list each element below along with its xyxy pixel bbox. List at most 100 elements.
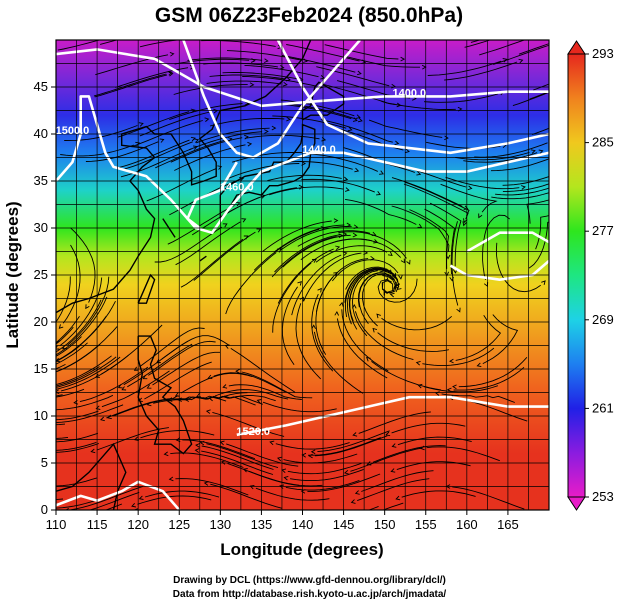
streamline-arrow bbox=[263, 58, 269, 63]
streamline bbox=[301, 178, 375, 193]
height-contour bbox=[276, 40, 549, 155]
streamline bbox=[226, 50, 302, 61]
y-tick-label: 30 bbox=[34, 220, 48, 235]
colorbar-tick-label: 261 bbox=[592, 400, 614, 415]
streamline bbox=[214, 389, 289, 400]
streamline-arrow bbox=[317, 287, 322, 293]
streamline-arrow bbox=[541, 280, 546, 286]
streamline-arrow bbox=[19, 436, 23, 440]
streamline-arrow bbox=[416, 171, 422, 176]
streamline bbox=[225, 187, 297, 215]
streamline-arrow bbox=[217, 165, 223, 170]
streamline-arrow bbox=[586, 76, 590, 80]
streamline-arrow bbox=[354, 490, 360, 495]
streamline bbox=[226, 163, 300, 180]
streamline-arrow bbox=[593, 30, 597, 34]
streamline-arrow bbox=[393, 284, 398, 289]
streamline bbox=[404, 181, 470, 217]
streamline-arrow bbox=[168, 71, 174, 77]
x-tick-label: 115 bbox=[87, 517, 108, 532]
streamline bbox=[424, 208, 455, 275]
streamline bbox=[350, 447, 423, 472]
streamline bbox=[267, 174, 342, 182]
grid-lines bbox=[56, 40, 549, 510]
streamline-arrow bbox=[249, 484, 255, 490]
streamline-arrow bbox=[463, 205, 469, 210]
streamline-arrow bbox=[13, 371, 17, 375]
coastline-segment bbox=[219, 123, 316, 220]
streamline-arrow bbox=[518, 58, 524, 64]
streamline-arrow bbox=[347, 126, 353, 132]
streamline-arrow bbox=[17, 444, 21, 448]
wind-streamlines bbox=[13, 29, 611, 510]
streamline bbox=[397, 436, 472, 446]
streamline-arrow bbox=[310, 449, 316, 455]
streamline bbox=[283, 453, 358, 464]
streamline bbox=[278, 161, 353, 170]
streamline-arrow bbox=[18, 480, 22, 484]
streamline bbox=[409, 209, 449, 269]
streamline bbox=[381, 315, 452, 331]
streamline-arrow bbox=[194, 448, 200, 453]
streamline bbox=[182, 439, 256, 460]
streamline bbox=[222, 72, 298, 80]
streamline bbox=[121, 141, 193, 171]
streamline bbox=[180, 238, 244, 288]
streamline bbox=[441, 393, 515, 403]
streamline bbox=[206, 443, 279, 469]
streamline-arrow bbox=[286, 116, 291, 122]
streamline-arrow bbox=[383, 290, 388, 296]
streamline bbox=[104, 503, 123, 510]
streamline-arrow bbox=[379, 267, 385, 273]
streamline bbox=[297, 230, 371, 247]
streamline bbox=[453, 366, 525, 391]
streamline-arrow bbox=[49, 371, 53, 375]
streamline bbox=[262, 401, 337, 413]
streamline-arrow bbox=[400, 56, 406, 62]
streamline bbox=[56, 366, 100, 387]
streamline-arrow bbox=[56, 345, 60, 350]
streamline-arrow bbox=[343, 469, 349, 475]
streamline-arrow bbox=[250, 58, 256, 63]
streamline bbox=[93, 73, 167, 97]
streamline bbox=[377, 332, 449, 352]
streamline-arrow bbox=[17, 502, 21, 506]
streamline-arrow bbox=[462, 221, 467, 227]
streamline-arrow bbox=[415, 360, 421, 366]
streamline bbox=[262, 220, 332, 252]
streamline-arrow bbox=[456, 307, 461, 313]
streamline-arrow bbox=[334, 310, 340, 316]
streamline bbox=[391, 177, 463, 207]
coastline-segment bbox=[56, 40, 312, 314]
streamline-arrow bbox=[163, 451, 169, 457]
streamline-arrow bbox=[434, 391, 440, 396]
streamline bbox=[391, 205, 450, 252]
streamline-arrow bbox=[308, 453, 313, 459]
streamline-arrow bbox=[42, 356, 46, 360]
streamline-arrow bbox=[607, 62, 611, 66]
y-tick-label: 40 bbox=[34, 126, 48, 141]
y-tick-label: 15 bbox=[34, 361, 48, 376]
streamline-arrow bbox=[530, 149, 536, 154]
streamline-arrow bbox=[279, 65, 285, 70]
streamline-arrow bbox=[235, 201, 241, 207]
streamline bbox=[94, 74, 168, 98]
streamline-arrow bbox=[167, 397, 173, 402]
streamline bbox=[362, 273, 394, 327]
streamline-arrow bbox=[56, 389, 60, 395]
streamline-arrow bbox=[297, 281, 302, 286]
streamline-arrow bbox=[193, 145, 198, 150]
streamline bbox=[117, 111, 190, 138]
plot-area bbox=[13, 29, 611, 510]
streamline-arrow bbox=[271, 125, 277, 131]
streamline bbox=[56, 498, 64, 500]
streamline-arrow bbox=[133, 366, 139, 371]
colorbar-scale bbox=[567, 53, 586, 498]
streamline-arrow bbox=[100, 416, 105, 422]
streamline-arrow bbox=[137, 397, 143, 403]
streamline-arrow bbox=[133, 29, 137, 33]
streamline bbox=[382, 502, 404, 510]
streamline bbox=[96, 427, 169, 451]
streamline bbox=[272, 115, 347, 129]
streamline bbox=[253, 228, 320, 271]
